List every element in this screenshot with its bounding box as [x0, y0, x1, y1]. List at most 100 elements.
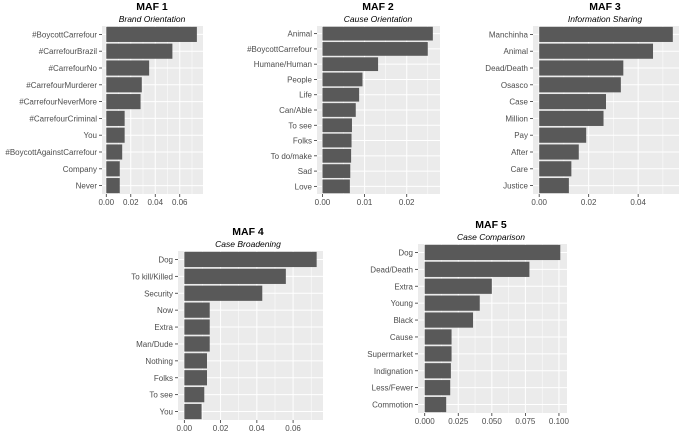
bar-7 [184, 353, 207, 369]
maf-panel-4: Dog To kill/Killed Security Now Extra Man/Dud… [131, 226, 323, 431]
category-label: You [160, 408, 174, 417]
bar-1 [539, 26, 673, 42]
category-label: Indignation [374, 367, 413, 376]
category-label: Less/Fewer [372, 384, 414, 393]
bar-10 [184, 403, 202, 420]
bar-8 [184, 370, 207, 386]
bar-6 [322, 103, 356, 117]
x-tick-label: 0.04 [249, 424, 265, 431]
bar-3 [424, 278, 492, 294]
category-label: Now [157, 306, 173, 315]
bar-5 [539, 94, 606, 110]
x-tick-label: 0.00 [177, 424, 193, 431]
category-label: Extra [154, 323, 173, 332]
category-label: To see [149, 391, 173, 400]
category-label: #CarrefourNeverMore [19, 98, 97, 107]
panel-title: MAF 1 [136, 1, 168, 13]
category-label: Million [505, 114, 528, 123]
bar-3 [106, 60, 150, 76]
category-label: Cause [390, 333, 414, 342]
bar-11 [322, 179, 350, 194]
panel-subtitle: Case Comparison [457, 232, 525, 242]
bar-5 [184, 319, 210, 335]
x-tick-label: 0.075 [515, 417, 536, 426]
category-label: Security [144, 289, 173, 298]
category-label: Humane/Human [254, 60, 312, 69]
bar-9 [106, 161, 120, 177]
bar-1 [106, 26, 197, 42]
category-label: Folks [293, 137, 312, 146]
panel-title: MAF 5 [475, 219, 507, 231]
maf-panel-5: Dog Dead/Death Extra Young Black Cause Superma… [367, 219, 569, 426]
bar-4 [539, 77, 621, 93]
bar-9 [424, 380, 451, 396]
category-label: #CarrefourMurderer [26, 81, 97, 90]
category-label: #BoycottAgainstCarrefour [5, 148, 97, 157]
category-label: Animal [288, 30, 313, 39]
bar-7 [539, 127, 587, 143]
category-label: Manchinha [489, 30, 529, 39]
x-tick-label: 0.01 [357, 198, 373, 207]
category-label: You [84, 131, 98, 140]
category-label: Company [63, 165, 97, 174]
panel-subtitle: Case Broadening [215, 239, 281, 249]
bar-1 [424, 244, 561, 261]
maf-panel-3: Manchinha Animal Dead/Death Osasco Case Milli… [485, 1, 679, 207]
category-label: #BoycottCarrefour [247, 45, 312, 54]
x-tick-label: 0.000 [415, 417, 436, 426]
bar-10 [539, 178, 569, 194]
category-label: To kill/Killed [131, 272, 173, 281]
bar-2 [322, 42, 428, 56]
bar-4 [424, 295, 480, 311]
x-tick-label: 0.02 [399, 198, 415, 207]
panel-subtitle: Brand Orientation [119, 14, 186, 24]
x-tick-label: 0.025 [448, 417, 469, 426]
x-tick-label: 0.00 [531, 198, 547, 207]
x-tick-label: 0.02 [213, 424, 229, 431]
bar-9 [539, 161, 572, 177]
category-label: People [287, 75, 312, 84]
bar-10 [424, 396, 447, 413]
category-label: Sad [298, 167, 312, 176]
category-label: Dead/Death [370, 265, 413, 274]
maf-panel-2: Animal #BoycottCarrefour Humane/Human Peopl… [247, 1, 440, 207]
bar-6 [106, 110, 125, 126]
category-label: Commotion [372, 401, 413, 410]
category-label: Folks [154, 374, 173, 383]
bar-3 [184, 285, 263, 301]
category-label: Case [509, 98, 528, 107]
category-label: To see [288, 121, 312, 130]
panel-subtitle: Information Sharing [568, 14, 642, 24]
category-label: Extra [394, 282, 413, 291]
bar-8 [424, 363, 451, 379]
bar-1 [322, 26, 433, 41]
category-label: Animal [504, 47, 529, 56]
x-tick-label: 0.02 [581, 198, 597, 207]
bar-5 [424, 312, 474, 328]
bar-4 [106, 77, 142, 93]
bar-6 [539, 110, 604, 126]
category-label: Young [391, 299, 413, 308]
bar-9 [184, 387, 205, 403]
category-label: Man/Dude [136, 340, 173, 349]
category-label: Love [295, 182, 313, 191]
category-label: Pay [514, 131, 528, 140]
category-label: Can/Able [279, 106, 312, 115]
bar-2 [106, 43, 173, 59]
category-label: To do/make [271, 152, 313, 161]
category-label: Black [393, 316, 414, 325]
category-label: Life [299, 91, 312, 100]
panel-title: MAF 3 [589, 1, 621, 13]
bar-8 [539, 144, 579, 160]
panel-title: MAF 2 [362, 1, 394, 13]
bar-6 [424, 329, 452, 345]
bar-3 [322, 57, 379, 72]
x-tick-label: 0.04 [630, 198, 646, 207]
bar-5 [322, 87, 360, 102]
bar-2 [539, 43, 654, 59]
x-tick-label: 0.02 [123, 198, 139, 207]
category-label: Dog [398, 248, 413, 257]
bar-3 [539, 60, 624, 76]
bar-8 [106, 144, 123, 160]
